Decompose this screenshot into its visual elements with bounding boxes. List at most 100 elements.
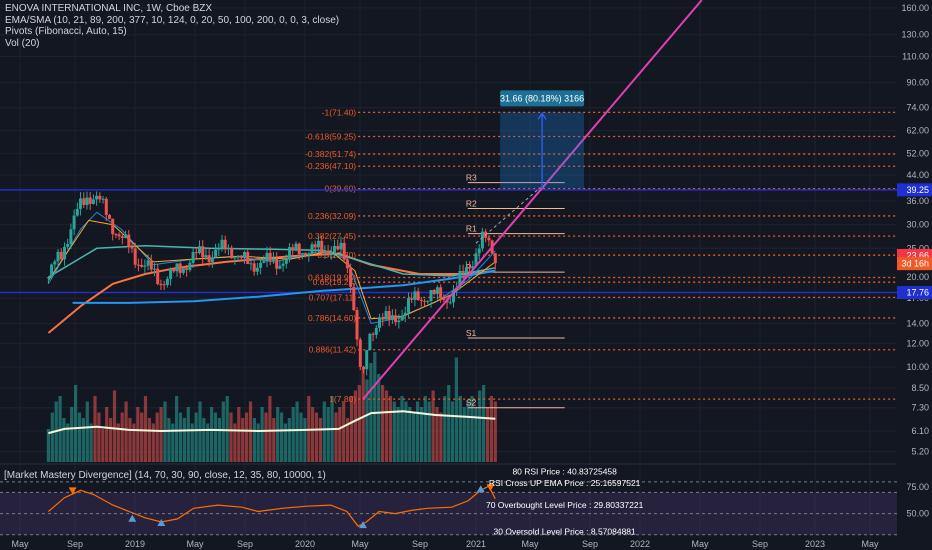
candle-body [326, 250, 330, 255]
candle-body [159, 284, 163, 285]
volume-bar [462, 407, 466, 462]
volume-bar [342, 401, 346, 462]
candle-body [320, 240, 324, 253]
time-tick-label: 2023 [805, 539, 825, 549]
pivot-label: R3 [466, 173, 477, 183]
volume-bar [143, 396, 148, 462]
price-tick-label: 36.00 [906, 196, 929, 206]
trend-line [362, 0, 703, 400]
price-tick-label: 62.00 [906, 126, 929, 136]
candle-body [226, 247, 230, 249]
projection-line [475, 187, 541, 244]
rsi-tick-label: 75.00 [906, 482, 929, 492]
fibonacci-levels: -1(71.40) -0.618(59.25) -0.382(51.74) -0.23… [305, 107, 897, 404]
volume-bar [221, 401, 225, 462]
volume-bar [326, 407, 330, 462]
candle-body [381, 317, 385, 320]
candle-body [272, 258, 275, 261]
candle-body [69, 229, 73, 244]
time-tick-label: Sep [237, 539, 253, 549]
candle-body [101, 198, 105, 200]
candle-body [317, 240, 320, 248]
pivots-legend[interactable]: Pivots (Fibonacci, Auto, 15) [5, 26, 127, 37]
candle-body [313, 244, 317, 248]
symbol-title[interactable]: ENOVA INTERNATIONAL INC, 1W, Cboe BZX [5, 3, 213, 14]
volume-bar [202, 418, 206, 462]
volume-bar [66, 423, 70, 462]
indicator-legend[interactable]: [Market Mastery Divergence] (14, 70, 30,… [4, 470, 326, 481]
candle-body [439, 287, 443, 298]
volume-bar [443, 396, 447, 462]
volume-bar [466, 401, 470, 462]
price-tick-label: 52.00 [906, 148, 929, 158]
candle-body [468, 267, 472, 269]
volume-bar [155, 412, 159, 462]
volume-bar [171, 423, 175, 462]
price-badge [897, 183, 932, 197]
candle-body [220, 239, 224, 249]
volume-bar [377, 374, 381, 462]
candle-body [165, 278, 169, 285]
volume-bar [128, 418, 132, 462]
candle-body [98, 195, 102, 200]
candle-body [471, 266, 475, 269]
volume-bar [303, 418, 307, 462]
volume-bar [423, 396, 427, 462]
volume-ma-line [48, 410, 496, 435]
divergence-bull-marker [358, 521, 367, 529]
volume-bar [384, 390, 389, 462]
candle-body [255, 267, 259, 272]
fib-level-label: 0.886(11.42) [309, 345, 357, 355]
volume-bar [147, 418, 151, 462]
ema-sma-legend[interactable]: EMA/SMA (10, 21, 89, 200, 377, 10, 124, … [5, 14, 340, 26]
volume-legend[interactable]: Vol (20) [5, 37, 40, 49]
candle-body [172, 269, 176, 272]
volume-bar [458, 396, 462, 462]
volume-bar [470, 396, 474, 462]
volume-bar [124, 401, 128, 462]
volume-bar [357, 385, 361, 462]
price-tick-label: 5.20 [911, 447, 929, 457]
candle-body [397, 320, 401, 323]
candle-body [223, 239, 227, 249]
candle-body [426, 301, 430, 303]
volume-bar [412, 412, 416, 462]
volume-bar [322, 401, 326, 462]
candle-body [423, 300, 427, 302]
candle-body [243, 252, 246, 258]
candle-body [117, 234, 121, 237]
candle-body [201, 246, 205, 258]
pivot-label: R1 [466, 224, 477, 234]
volume-bar [334, 412, 338, 462]
rsi-line [48, 485, 496, 528]
candle-body [204, 255, 208, 258]
fib-level-label: 1(7.80) [329, 394, 356, 404]
volume-bar [272, 418, 276, 462]
candle-body [493, 253, 497, 264]
candle-body [365, 350, 369, 370]
candle-body [230, 247, 234, 259]
volume-bar [346, 418, 350, 462]
time-tick-label: May [186, 539, 204, 549]
candle-body [124, 234, 128, 238]
candle-body [294, 243, 298, 251]
time-tick-label: 2019 [125, 539, 145, 549]
measure-label-bg [500, 90, 585, 107]
pivot-label: R2 [466, 198, 477, 208]
time-tick-label: May [521, 539, 539, 549]
price-tick-label: 10.00 [906, 362, 929, 372]
volume-bar [175, 396, 179, 462]
volume-bar [225, 396, 229, 462]
price-tick-label: 25.00 [906, 243, 929, 253]
time-tick-label: Sep [752, 539, 768, 549]
volume-bar [132, 423, 136, 462]
price-badge-label: 3d 16h [901, 259, 929, 269]
candlesticks [46, 191, 497, 376]
volume-bar [229, 412, 233, 462]
moving-average-line [72, 269, 496, 304]
volume-bar [291, 407, 295, 462]
candle-body [464, 267, 468, 273]
price-badge [897, 286, 932, 300]
candle-body [111, 218, 115, 235]
